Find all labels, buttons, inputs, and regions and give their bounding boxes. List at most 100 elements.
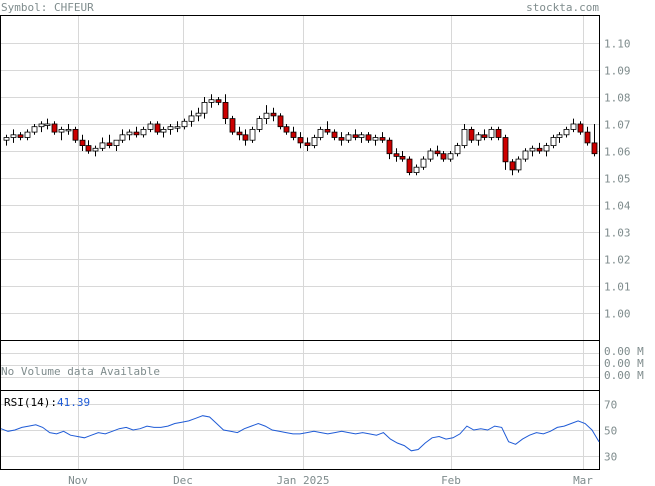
- candle-body: [106, 142, 113, 146]
- rsi-y-tick-labels: 30 50 70: [604, 399, 617, 464]
- candle: [10, 129, 17, 143]
- candle: [256, 115, 263, 133]
- rsi-value: 41.39: [57, 396, 90, 409]
- candle: [215, 97, 222, 106]
- candle-body: [10, 134, 17, 138]
- candle: [126, 129, 133, 141]
- price-y-tick-label: 1.02: [604, 254, 631, 267]
- rsi-grid: [1, 391, 599, 469]
- candle: [420, 156, 427, 170]
- candle: [242, 129, 249, 146]
- price-y-tick-label: 1.09: [604, 65, 631, 78]
- candle-body: [522, 150, 529, 160]
- candle-body: [270, 112, 277, 117]
- candle: [331, 129, 338, 141]
- candle: [502, 134, 509, 170]
- candle: [352, 129, 359, 141]
- candle-body: [461, 128, 468, 146]
- x-axis-labels: Nov Dec Jan 2025 Feb Mar: [68, 474, 593, 486]
- candle-body: [44, 123, 51, 126]
- candle: [379, 132, 386, 143]
- candle-body: [188, 115, 195, 122]
- symbol-label: Symbol: CHFEUR: [1, 1, 94, 14]
- candle: [229, 115, 236, 135]
- candle: [65, 124, 72, 135]
- candle: [270, 107, 277, 122]
- candle: [447, 151, 454, 162]
- candle-body: [502, 137, 509, 163]
- candle: [133, 126, 140, 138]
- candle: [461, 124, 468, 149]
- candle-body: [352, 134, 359, 138]
- candle: [92, 145, 99, 157]
- candle-body: [345, 134, 352, 141]
- x-tick-label: Nov: [68, 474, 88, 486]
- candle-body: [92, 147, 99, 152]
- price-y-tick-labels: 1.00 1.01 1.02 1.03 1.04 1.05 1.06 1.07 1.08 1.09…: [604, 38, 631, 321]
- candle: [488, 126, 495, 141]
- candle-body: [454, 145, 461, 155]
- candle: [475, 132, 482, 146]
- rsi-name: RSI(14): [4, 396, 50, 409]
- candle: [434, 145, 441, 157]
- candle-body: [577, 123, 584, 133]
- candle: [317, 126, 324, 141]
- candle-body: [475, 134, 482, 141]
- candle: [160, 126, 167, 138]
- candle-body: [556, 134, 563, 138]
- candle: [468, 126, 475, 143]
- candle-body: [297, 137, 304, 144]
- candle-body: [481, 134, 488, 138]
- price-y-tick-label: 1.04: [604, 200, 631, 213]
- candle-body: [215, 99, 222, 103]
- candle: [345, 132, 352, 143]
- candle: [338, 132, 345, 146]
- candle-body: [249, 128, 256, 141]
- candle: [372, 134, 379, 146]
- x-tick-label: Dec: [173, 474, 193, 486]
- price-y-tick-label: 1.06: [604, 146, 631, 159]
- candle: [201, 97, 208, 119]
- candle: [222, 94, 229, 124]
- candle-body: [311, 137, 318, 146]
- volume-tick-label: 0.00 M: [604, 345, 644, 358]
- candle: [311, 134, 318, 149]
- candle: [167, 124, 174, 135]
- candle-body: [256, 118, 263, 130]
- candle: [113, 139, 120, 151]
- candle-body: [584, 131, 591, 144]
- candle-body: [563, 128, 570, 136]
- candle: [44, 118, 51, 130]
- candle: [3, 134, 10, 146]
- candle-body: [72, 128, 79, 141]
- rsi-colon: :: [50, 396, 57, 409]
- candle-body: [290, 131, 297, 138]
- price-y-tick-label: 1.00: [604, 308, 631, 321]
- candle-body: [99, 142, 106, 149]
- candle-body: [406, 158, 413, 174]
- candle: [277, 113, 284, 130]
- candle: [51, 121, 58, 135]
- candle-body: [488, 128, 495, 138]
- candle-body: [119, 134, 126, 141]
- candle-body: [386, 139, 393, 155]
- rsi-line: [0, 415, 600, 452]
- candle-body: [201, 102, 208, 114]
- candle: [31, 124, 38, 135]
- candle-body: [3, 137, 10, 141]
- rsi-y-tick-label: 50: [604, 425, 617, 438]
- candle-body: [591, 142, 598, 155]
- candle: [85, 140, 92, 154]
- candle: [365, 132, 372, 143]
- rsi-panel: RSI(14):41.39 30 50 70: [0, 390, 617, 470]
- candle: [386, 137, 393, 160]
- candle-body: [365, 134, 372, 141]
- candle-body: [331, 131, 338, 138]
- candle-body: [17, 134, 24, 138]
- rsi-series-label: RSI(14):41.39: [4, 396, 90, 409]
- candle-body: [515, 158, 522, 171]
- price-y-tick-label: 1.05: [604, 173, 631, 186]
- x-tick-label: Jan 2025: [277, 474, 330, 486]
- candle-body: [468, 128, 475, 141]
